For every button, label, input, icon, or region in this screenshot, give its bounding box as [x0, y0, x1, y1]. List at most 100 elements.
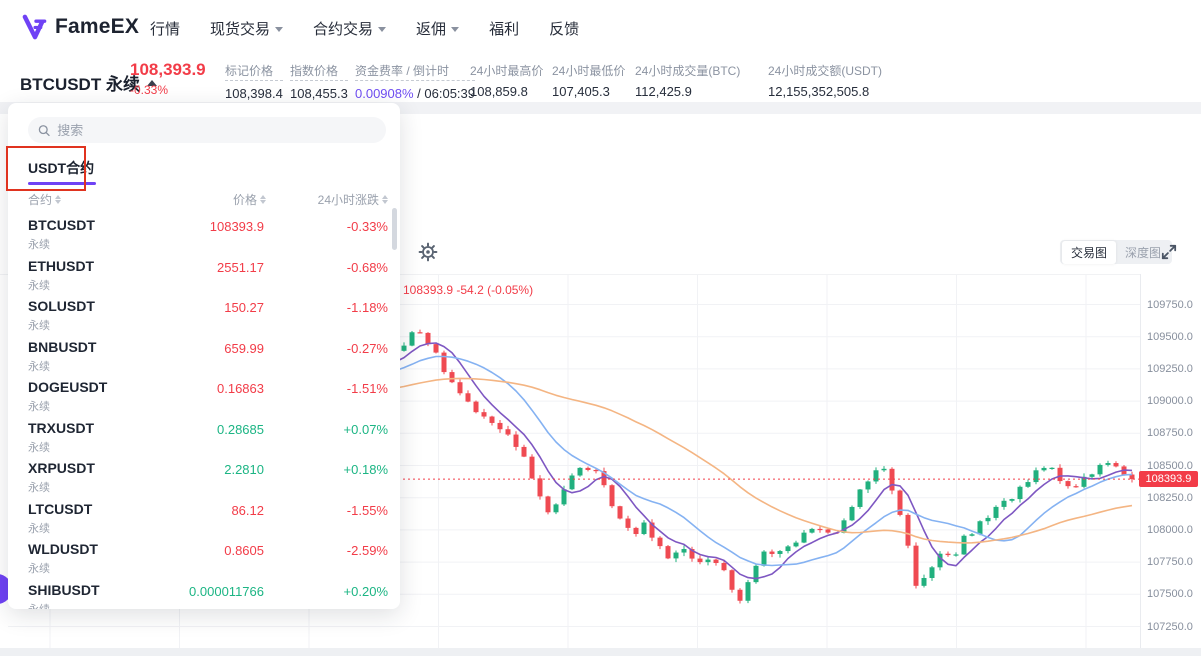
sort-icon: [382, 195, 388, 204]
chart-legend: 108393.9 -54.2 (-0.05%): [403, 283, 534, 297]
pair-row-price: 86.12: [231, 502, 264, 518]
stat-label: 24小时成交额(USDT): [768, 64, 883, 78]
price-axis[interactable]: 109750.0 109500.0 109250.0 109000.0 108750.0…: [1140, 274, 1201, 656]
pair-row-price: 150.27: [224, 300, 264, 315]
tab-usdt-contracts[interactable]: USDT合约: [28, 160, 95, 176]
search-input[interactable]: [57, 122, 376, 138]
pair-row[interactable]: BNBUSDT 永续 659.99 -0.27%: [8, 335, 400, 376]
pair-row-symbol: BTCUSDT: [28, 217, 95, 233]
column-header[interactable]: 24小时涨跌: [318, 191, 388, 208]
sort-icon: [260, 195, 266, 204]
ticker-stat: 24小时最低价 107,405.3: [552, 62, 625, 99]
pair-row-price: 2551.17: [217, 259, 264, 275]
sort-icon: [55, 195, 62, 204]
pair-row-type: 永续: [28, 239, 50, 251]
pair-row-symbol: ETHUSDT: [28, 257, 95, 274]
ticker-bar: BTCUSDT 永续 108,393.9 -0.33% 标记价格 108,398…: [0, 56, 1201, 102]
search-icon: [38, 124, 50, 136]
view-toggle-active[interactable]: 交易图: [1062, 240, 1117, 264]
tab-active-underline: [28, 182, 96, 185]
price-tick: 107250.0: [1147, 620, 1193, 633]
pair-row-symbol: DOGEUSDT: [28, 379, 108, 395]
price-tick: 109500.0: [1147, 330, 1193, 343]
ticker-stat: 24小时最高价 108,859.8: [470, 62, 543, 99]
pair-dropdown-panel: USDT合约 合约 价格 24小时涨跌 BTCUSDT 永续 108393.9 -0…: [8, 103, 400, 609]
nav-item[interactable]: 行情: [150, 20, 181, 38]
stat-value: 108,398.4: [225, 86, 283, 101]
price-tick: 109250.0: [1147, 362, 1193, 375]
ticker-stat: 标记价格 108,398.4: [225, 62, 283, 101]
pair-row-change: -0.68%: [346, 259, 388, 275]
ticker-stat: 24小时成交额(USDT) 12,155,352,505.8: [768, 62, 882, 99]
column-header[interactable]: 合约: [28, 191, 62, 208]
ticker-stat: 资金费率 / 倒计时 0.00908% / 06:05:39: [355, 62, 476, 101]
stat-value: 108,859.8: [470, 84, 528, 99]
ticker-stat: 24小时成交量(BTC) 112,425.9: [635, 62, 740, 99]
gear-icon[interactable]: [418, 242, 438, 262]
pair-row-symbol: LTCUSDT: [28, 500, 93, 517]
pair-row[interactable]: LTCUSDT 永续 86.12 -1.55%: [8, 497, 400, 538]
price-tick: 109750.0: [1147, 298, 1193, 311]
view-toggle-option[interactable]: 深度图: [1125, 245, 1162, 260]
pair-row-type: 永续: [28, 441, 50, 454]
pair-row-symbol: TRXUSDT: [28, 419, 95, 436]
pair-row-price: 2.2810: [224, 462, 264, 477]
pair-row[interactable]: ETHUSDT 永续 2551.17 -0.68%: [8, 254, 400, 295]
pair-row-change: +0.18%: [343, 462, 388, 477]
pair-row-symbol: WLDUSDT: [28, 541, 98, 557]
pair-row-change: +0.20%: [343, 583, 388, 599]
pair-row-price: 0.28685: [217, 421, 264, 437]
candlestick-chart[interactable]: [8, 274, 1140, 656]
nav-item[interactable]: 返佣: [416, 18, 460, 39]
nav-item[interactable]: 现货交易: [210, 18, 284, 39]
search-box: [28, 117, 386, 143]
pair-row-change: -0.27%: [346, 340, 388, 356]
pair-row[interactable]: SHIBUSDT 永续 0.000011766 +0.20%: [8, 578, 400, 610]
price-tick: 108000.0: [1147, 523, 1193, 536]
pair-row[interactable]: WLDUSDT 永续 0.8605 -2.59%: [8, 537, 400, 578]
last-price-block: 108,393.9 -0.33%: [130, 60, 206, 97]
brand-name: FameEX: [55, 14, 140, 38]
pair-row[interactable]: TRXUSDT 永续 0.28685 +0.07%: [8, 416, 400, 457]
stat-value: 0.00908% / 06:05:39: [355, 86, 476, 101]
pair-row-price: 0.8605: [224, 543, 264, 558]
brand-logo[interactable]: FameEX: [22, 13, 139, 40]
nav-item[interactable]: 合约交易: [313, 18, 387, 39]
top-header: FameEX 行情 现货交易 合约交易 返佣 福利 反馈: [0, 0, 1201, 56]
last-price: 108,393.9: [130, 60, 206, 79]
price-tick: 107750.0: [1147, 556, 1193, 569]
pair-row-change: -1.18%: [346, 300, 388, 315]
pair-row[interactable]: BTCUSDT 永续 108393.9 -0.33%: [8, 213, 400, 254]
price-tick: 108750.0: [1147, 427, 1193, 440]
pair-row[interactable]: SOLUSDT 永续 150.27 -1.18%: [8, 294, 400, 335]
pair-row-symbol: SHIBUSDT: [28, 581, 100, 598]
fullscreen-icon[interactable]: [1160, 243, 1178, 261]
pair-row[interactable]: XRPUSDT 永续 2.2810 +0.18%: [8, 456, 400, 497]
chart-view-toggle: 交易图 深度图: [1060, 240, 1173, 264]
chevron-down-icon: [378, 26, 387, 32]
pair-symbol: BTCUSDT 永续: [20, 75, 140, 94]
stat-value: 112,425.9: [635, 84, 692, 99]
last-change-pct: -0.33%: [130, 83, 169, 97]
ticker-stats: 标记价格 108,398.4 指数价格 108,455.3 资金费率 / 倒计时…: [0, 62, 1201, 102]
chevron-down-icon: [451, 26, 460, 32]
price-tick: 109000.0: [1147, 395, 1193, 408]
price-tick: 108500.0: [1147, 459, 1193, 472]
pair-row-symbol: BNBUSDT: [28, 338, 97, 355]
pair-row-change: -1.51%: [346, 381, 388, 396]
stat-value: 108,455.3: [290, 86, 348, 101]
column-header[interactable]: 价格: [233, 191, 266, 208]
pair-row-change: -0.33%: [346, 219, 388, 234]
pair-row-type: 永续: [28, 522, 50, 535]
pair-row-symbol: SOLUSDT: [28, 298, 95, 314]
stat-label: 指数价格: [290, 62, 348, 81]
pair-selector-trigger[interactable]: BTCUSDT 永续: [20, 70, 157, 95]
panel-scrollbar[interactable]: [392, 208, 397, 250]
pair-row[interactable]: DOGEUSDT 永续 0.16863 -1.51%: [8, 375, 400, 416]
pair-row-price: 659.99: [224, 340, 264, 356]
nav-item[interactable]: 反馈: [549, 20, 580, 38]
nav-item[interactable]: 福利: [489, 20, 520, 38]
bottom-band: [0, 648, 1201, 656]
pair-row-price: 0.000011766: [189, 583, 264, 599]
